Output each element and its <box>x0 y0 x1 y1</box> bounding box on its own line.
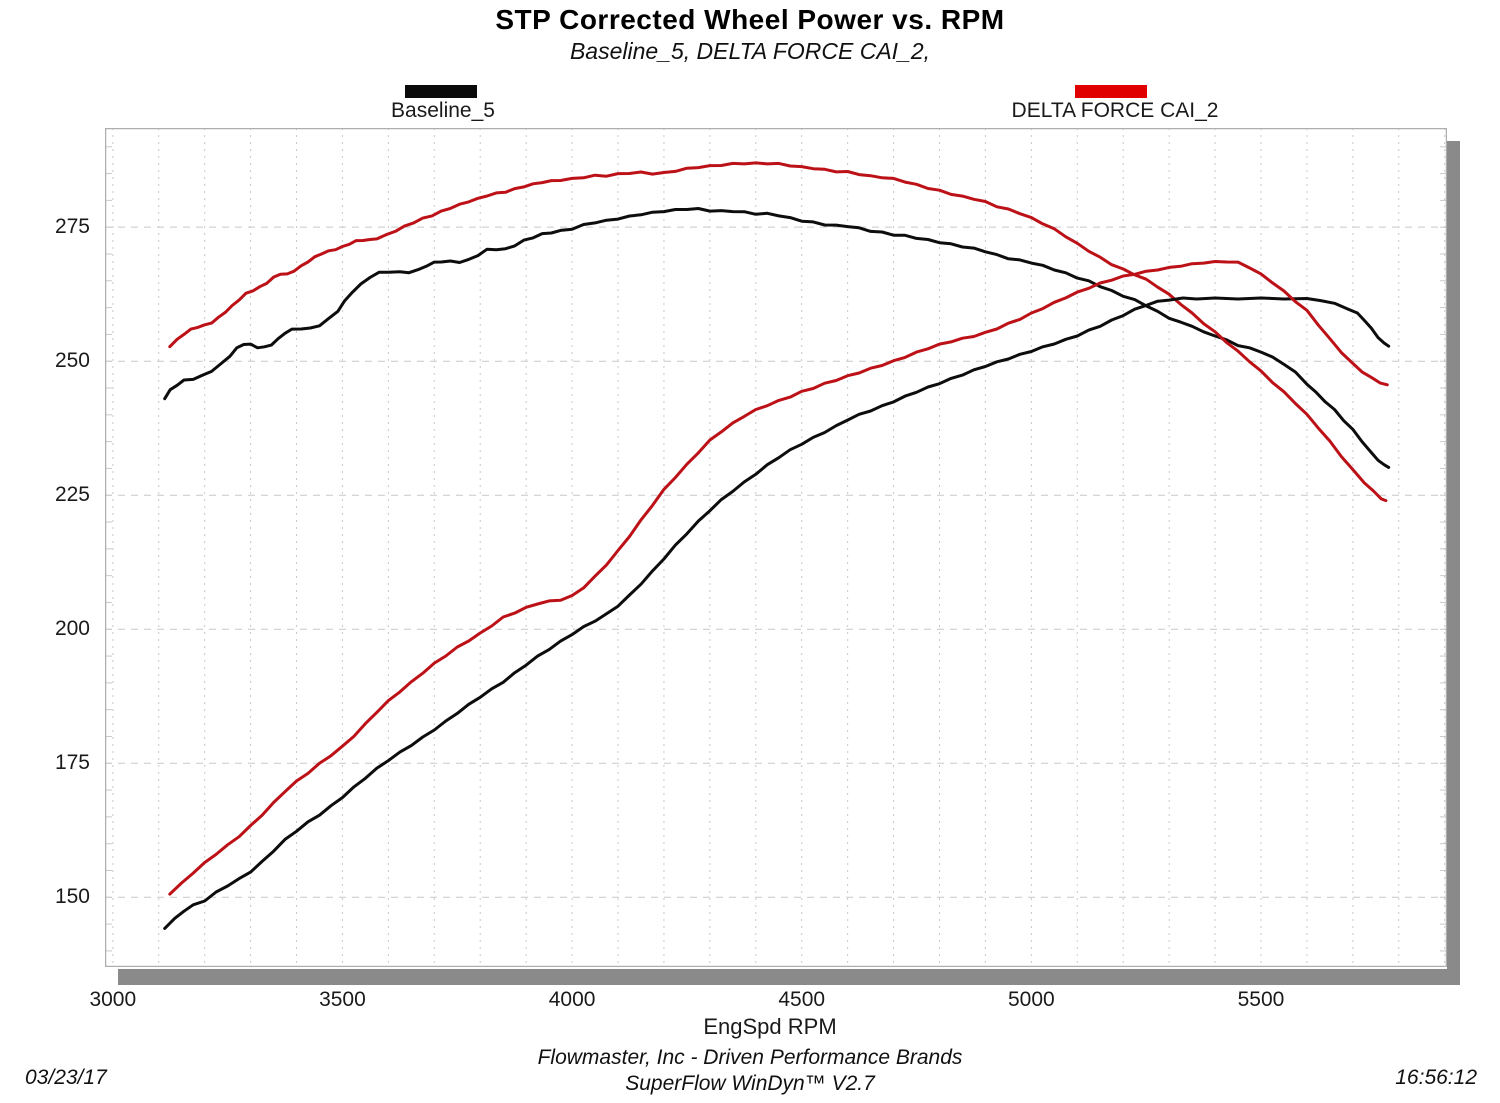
legend-swatch-baseline <box>405 85 477 98</box>
x-tick-label: 5000 <box>1007 988 1055 1011</box>
x-tick-label: 3000 <box>89 988 137 1011</box>
legend-swatch-delta-force <box>1075 85 1147 98</box>
x-tick-label: 4000 <box>548 988 596 1011</box>
footer-date: 03/23/17 <box>25 1066 107 1089</box>
legend-label-delta-force: DELTA FORCE CAI_2 <box>1011 99 1219 122</box>
series-line-3 <box>168 260 1389 896</box>
x-tick-label: 5500 <box>1237 988 1285 1011</box>
chart-subtitle: Baseline_5, DELTA FORCE CAI_2, <box>569 38 931 64</box>
x-tick-label: 3500 <box>319 988 366 1011</box>
series-line-0 <box>163 207 1391 469</box>
footer-time: 16:56:12 <box>1395 1066 1477 1089</box>
y-tick-label: 200 <box>54 617 90 641</box>
x-tick-label: 4500 <box>778 988 826 1011</box>
y-tick-label: 225 <box>54 483 90 507</box>
y-tick-label: 175 <box>54 751 90 775</box>
plot-area <box>105 128 1447 967</box>
chart-title: STP Corrected Wheel Power vs. RPM <box>495 4 1005 35</box>
series-line-2 <box>163 296 1391 930</box>
y-tick-label: 150 <box>54 885 90 909</box>
series-line-1 <box>168 161 1388 503</box>
y-tick-label: 275 <box>54 215 90 239</box>
plot-border <box>105 128 1447 967</box>
footer-software: SuperFlow WinDyn™ V2.7 <box>625 1072 875 1095</box>
plot-shadow-right <box>1447 141 1460 985</box>
plot-shadow-bottom <box>118 969 1460 985</box>
x-axis-title: EngSpd RPM <box>703 1014 837 1039</box>
legend-label-baseline: Baseline_5 <box>391 99 495 122</box>
y-tick-label: 250 <box>54 349 90 373</box>
footer-company: Flowmaster, Inc - Driven Performance Bra… <box>537 1046 963 1069</box>
